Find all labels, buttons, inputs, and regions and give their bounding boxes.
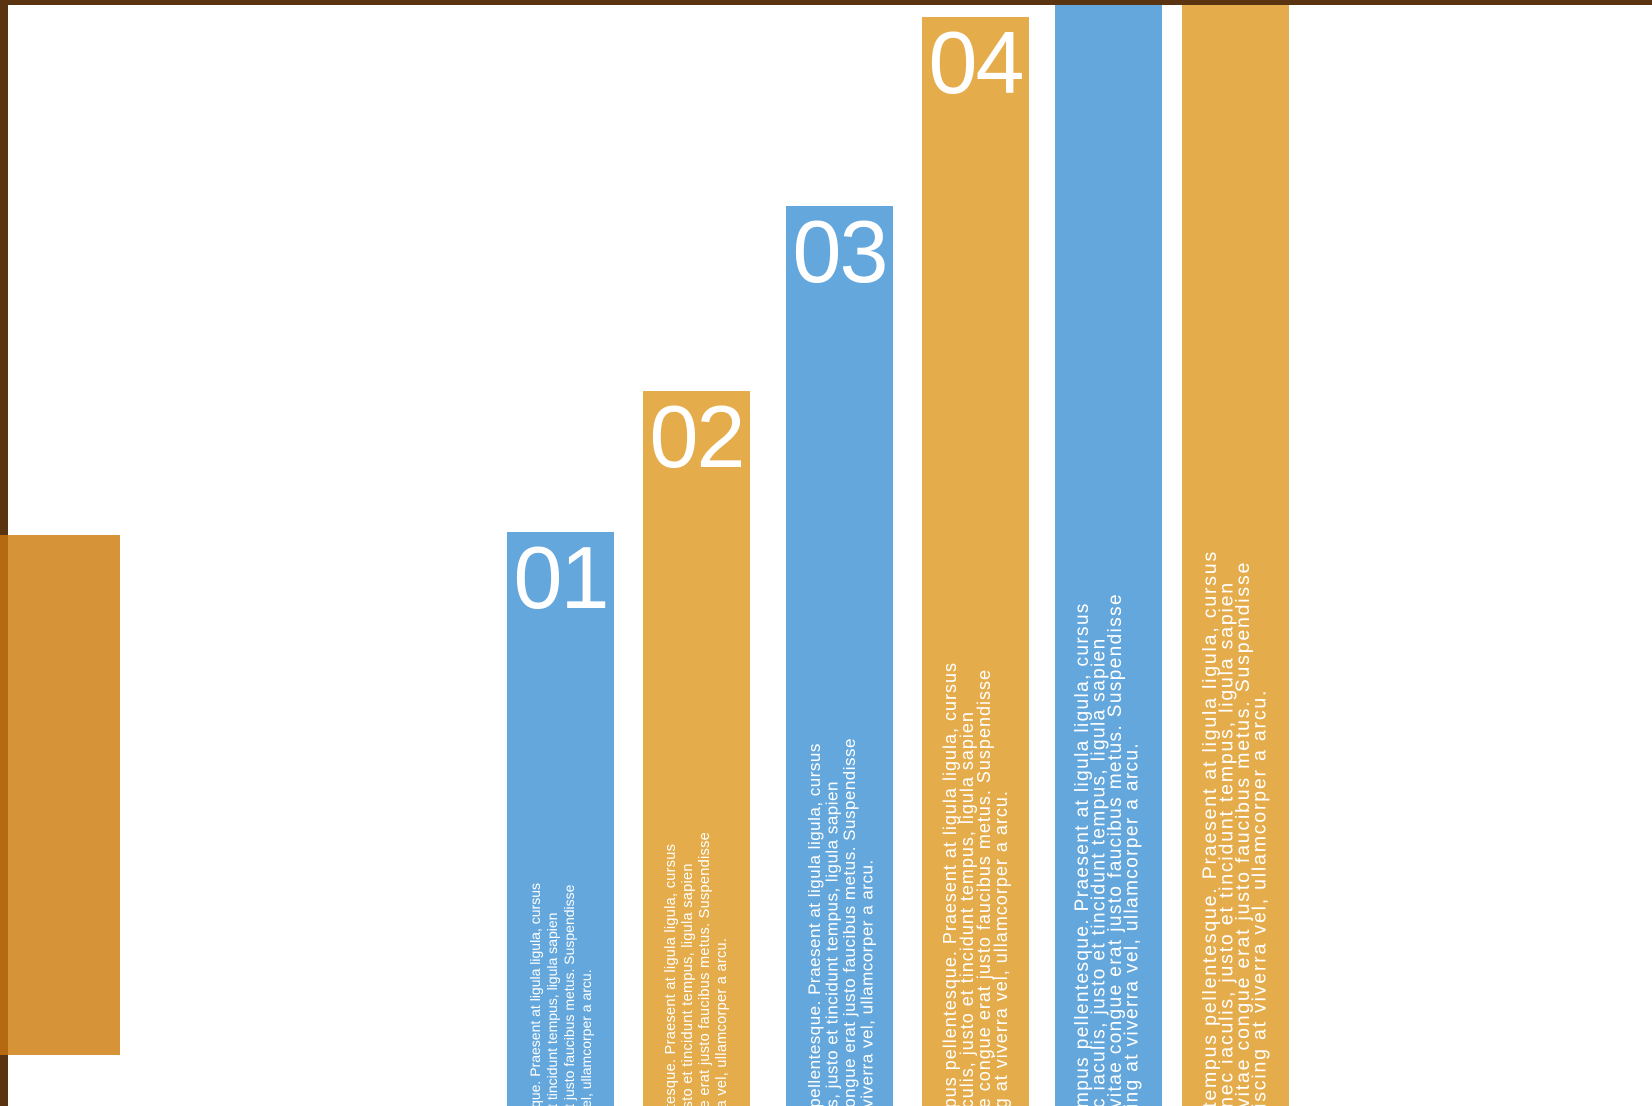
bar: 04 pus pellentesque. Praesent at ligula l…: [922, 17, 1029, 1106]
text-line: viverra vel, ullamcorper a arcu.: [857, 859, 877, 1106]
bar: 03 pellentesque. Praesent at ligula ligul…: [786, 206, 893, 1106]
text-line: t tincidunt tempus, ligula sapien: [544, 912, 560, 1106]
bar-number: 03: [792, 206, 889, 301]
text-line: ongue erat justo faucibus metus. Suspend…: [840, 738, 859, 1106]
text-line: e erat justo faucibus metus. Suspendisse: [697, 831, 713, 1106]
bar-text: que. Praesent at ligula ligula, cursus t …: [527, 883, 595, 1106]
bar: mpus pellentesque. Praesent at ligula li…: [1055, 5, 1162, 1106]
bar: 02 tesque. Praesent at ligula ligula, cur…: [643, 391, 750, 1106]
bar-text: tesque. Praesent at ligula ligula, cursu…: [663, 832, 731, 1106]
bar: tempus pellentesque. Praesent at ligula …: [1182, 5, 1289, 1106]
text-line: ing at viverra vel, ullamcorper a arcu.: [1121, 741, 1143, 1106]
bar-text: pellentesque. Praesent at ligula ligula,…: [805, 738, 877, 1106]
bar-number: 04: [928, 17, 1025, 112]
text-line: tesque. Praesent at ligula ligula, cursu…: [663, 843, 679, 1106]
text-line: s, justo et tincidunt tempus, ligula sap…: [822, 781, 842, 1106]
bar-text: mpus pellentesque. Praesent at ligula li…: [1072, 593, 1143, 1106]
bar-number: 01: [513, 532, 610, 627]
bar-number: 02: [649, 391, 746, 486]
text-line: sto et tincidunt tempus, ligula sapien: [680, 862, 696, 1106]
text-line: g at viverra vel, ullamcorper a arcu.: [991, 789, 1011, 1106]
top-border: [0, 0, 1652, 5]
text-line: pellentesque. Praesent at ligula ligula,…: [805, 743, 824, 1106]
text-line: t justo faucibus metus. Suspendisse: [561, 884, 577, 1106]
text-line: a vel, ullamcorper a arcu.: [714, 937, 730, 1106]
bar: 01 que. Praesent at ligula ligula, cursus…: [507, 532, 614, 1106]
text-line: que. Praesent at ligula ligula, cursus: [527, 883, 543, 1106]
text-line: el, ullamcorper a arcu.: [578, 969, 594, 1106]
bar-text: tempus pellentesque. Praesent at ligula …: [1199, 550, 1271, 1106]
bar-text: pus pellentesque. Praesent at ligula lig…: [940, 662, 1011, 1106]
side-block: [0, 535, 120, 1055]
